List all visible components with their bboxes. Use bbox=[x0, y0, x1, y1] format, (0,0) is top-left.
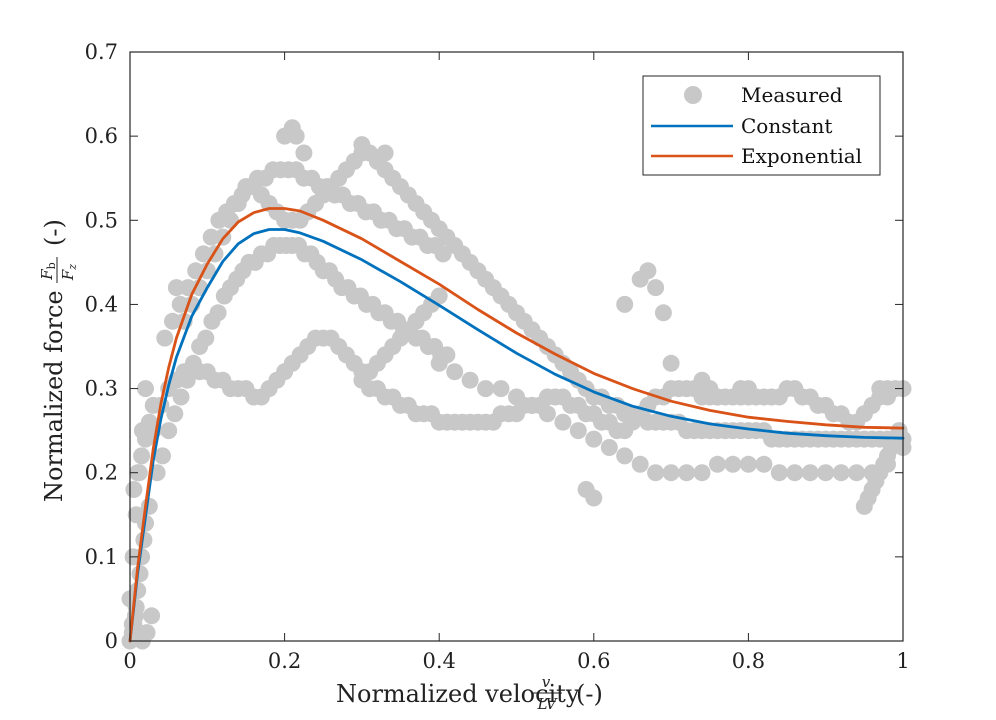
y-tick-label: 0 bbox=[105, 629, 118, 653]
axis-ticks-layer: 0 0.2 0.4 0.6 0.8 1 0 0.1 0.2 0.3 0.4 0.5 0.6 0.7 bbox=[85, 40, 910, 673]
x-tick-label: 1 bbox=[896, 649, 909, 673]
measured-point bbox=[492, 380, 510, 398]
x-tick-label: 0.6 bbox=[577, 649, 610, 673]
measured-point bbox=[616, 295, 634, 313]
y-tick-label: 0.4 bbox=[85, 292, 118, 316]
measured-point bbox=[585, 489, 603, 507]
measured-point bbox=[430, 287, 448, 305]
x-tick-label: 0.4 bbox=[422, 649, 455, 673]
measured-point bbox=[693, 464, 711, 482]
measured-point bbox=[724, 455, 742, 473]
measured-point bbox=[585, 430, 603, 448]
measured-point bbox=[817, 464, 835, 482]
measured-point bbox=[654, 304, 672, 322]
measured-point bbox=[376, 144, 394, 162]
x-axis-fraction-numerator: v bbox=[542, 673, 551, 691]
measured-scatter-layer bbox=[121, 119, 912, 650]
measured-point bbox=[508, 388, 525, 406]
measured-point bbox=[569, 422, 587, 440]
measured-point bbox=[554, 413, 572, 431]
measured-point bbox=[172, 388, 190, 406]
measured-point bbox=[160, 422, 178, 440]
measured-point bbox=[131, 565, 149, 583]
y-tick-label: 0.7 bbox=[85, 40, 118, 64]
measured-point bbox=[130, 464, 148, 482]
measured-point bbox=[662, 464, 680, 482]
x-tick-label: 0 bbox=[123, 649, 136, 673]
y-tick-label: 0.1 bbox=[85, 545, 118, 569]
measured-point bbox=[770, 464, 788, 482]
legend-label-constant: Constant bbox=[741, 114, 832, 138]
legend-label-measured: Measured bbox=[741, 83, 843, 107]
measured-point bbox=[209, 304, 227, 322]
measured-point bbox=[138, 624, 156, 642]
measured-point bbox=[295, 144, 313, 162]
x-axis-fraction-denominator: LV bbox=[536, 695, 558, 713]
measured-point bbox=[446, 363, 464, 381]
measured-point bbox=[461, 371, 479, 389]
measured-point bbox=[125, 481, 143, 498]
measured-point bbox=[167, 279, 185, 297]
measured-point bbox=[197, 329, 215, 347]
measured-point bbox=[848, 464, 866, 482]
measured-point bbox=[127, 506, 145, 524]
exponential-line bbox=[128, 207, 905, 643]
measured-point bbox=[616, 447, 634, 465]
measured-point bbox=[709, 455, 726, 473]
measured-point bbox=[801, 464, 819, 482]
y-axis-label-text: Normalized force bbox=[40, 290, 68, 502]
y-tick-label: 0.6 bbox=[85, 124, 118, 148]
measured-point bbox=[739, 455, 757, 473]
plot-area-frame bbox=[129, 51, 904, 642]
x-tick-label: 0.8 bbox=[732, 649, 765, 673]
measured-point bbox=[879, 388, 896, 406]
measured-point bbox=[166, 405, 184, 423]
measured-point bbox=[709, 388, 726, 406]
measured-point bbox=[631, 455, 649, 473]
measured-point bbox=[890, 422, 908, 440]
measured-point bbox=[222, 211, 239, 229]
y-tick-label: 0.2 bbox=[85, 461, 118, 485]
measured-point bbox=[276, 127, 294, 145]
measured-point bbox=[229, 195, 247, 212]
y-axis-label: Normalized force Fb Fz (-) bbox=[38, 219, 79, 502]
legend-marker-measured bbox=[684, 86, 702, 104]
measured-point bbox=[477, 380, 495, 398]
y-tick-label: 0.3 bbox=[85, 377, 118, 401]
measured-point bbox=[678, 464, 696, 482]
measured-point bbox=[430, 354, 448, 372]
y-axis-fraction-denominator: Fz bbox=[59, 264, 79, 281]
y-tick-label: 0.5 bbox=[85, 208, 118, 232]
measured-point bbox=[647, 279, 665, 297]
legend: Measured Constant Exponential bbox=[642, 75, 881, 176]
legend-label-exponential: Exponential bbox=[741, 144, 862, 168]
measured-point bbox=[154, 447, 171, 465]
measured-point bbox=[647, 464, 665, 482]
measured-point bbox=[755, 455, 773, 473]
measured-point bbox=[133, 447, 151, 465]
measured-point bbox=[832, 464, 850, 482]
measured-point bbox=[523, 396, 541, 414]
measured-point bbox=[786, 464, 804, 482]
x-axis-label-text: Normalized velocity bbox=[336, 680, 580, 708]
measured-point bbox=[538, 405, 556, 423]
x-tick-label: 0.2 bbox=[268, 649, 301, 673]
y-axis-unit: (-) bbox=[40, 219, 68, 246]
x-axis-label: Normalized velocity v LV (-) bbox=[336, 673, 603, 713]
x-axis-unit: (-) bbox=[576, 680, 603, 708]
measured-point bbox=[353, 136, 371, 154]
measured-point bbox=[143, 607, 161, 625]
measured-point bbox=[600, 439, 618, 456]
model-lines-layer bbox=[128, 207, 905, 643]
measured-point bbox=[739, 380, 757, 398]
measured-point bbox=[137, 380, 154, 398]
measured-point bbox=[863, 396, 881, 414]
measured-point bbox=[662, 354, 680, 372]
measured-point bbox=[156, 329, 174, 347]
y-axis-fraction-numerator: Fb bbox=[38, 262, 58, 280]
constant-line bbox=[128, 228, 905, 643]
measured-point bbox=[639, 262, 657, 280]
